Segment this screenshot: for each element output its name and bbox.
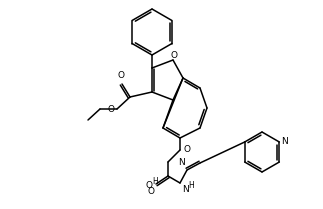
Text: N: N <box>281 136 288 145</box>
Text: H: H <box>188 181 194 190</box>
Text: O: O <box>183 145 190 154</box>
Text: O: O <box>145 181 152 190</box>
Text: O: O <box>107 104 114 113</box>
Text: N: N <box>178 158 185 167</box>
Text: N: N <box>182 185 189 194</box>
Text: O: O <box>118 71 124 80</box>
Text: O: O <box>171 51 178 60</box>
Text: O: O <box>148 187 155 196</box>
Text: H: H <box>152 177 158 186</box>
